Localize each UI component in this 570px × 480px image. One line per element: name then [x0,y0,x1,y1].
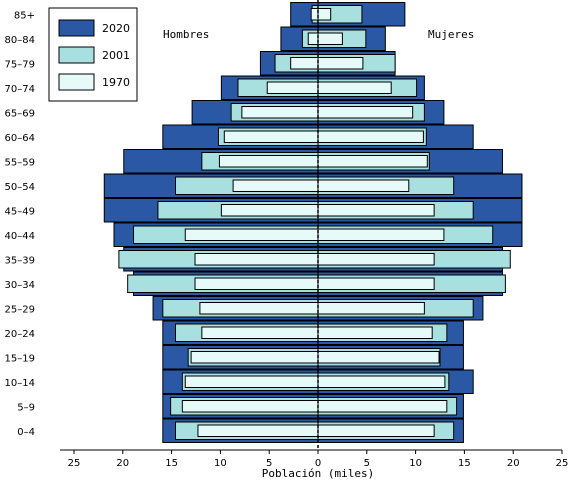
bar-1970-women-40-44 [317,228,445,241]
bar-1970-men-5-9 [181,400,319,413]
legend-swatch-2020 [58,19,95,37]
legend-label-2020: 2020 [102,22,130,35]
y-tick-70-74: 70–74 [5,84,35,95]
x-tick-label: 10 [409,458,422,469]
y-tick-25-29: 25–29 [5,304,35,315]
x-tick-label: 0 [315,458,321,469]
bar-1970-women-25-29 [317,302,425,315]
y-tick-50-54: 50–54 [5,182,35,193]
bar-1970-men-65-69 [241,106,319,119]
bar-1970-women-30-34 [317,277,435,290]
y-tick-55-59: 55–59 [5,157,35,168]
x-tick-label: 20 [116,458,129,469]
x-tick-label: 25 [556,458,569,469]
bar-1970-women-70-74 [317,81,392,94]
bar-1970-men-75-79 [290,57,319,70]
bar-1970-women-55-59 [317,155,428,168]
bar-1970-men-45-49 [220,204,319,217]
x-tick-label: 15 [458,458,471,469]
y-tick-5-9: 5–9 [17,402,35,413]
y-tick-60-64: 60–64 [5,133,35,144]
bar-1970-women-65-69 [317,106,414,119]
bar-1970-men-30-34 [194,277,319,290]
x-tick-label: 5 [364,458,370,469]
legend-swatch-1970 [58,73,95,91]
y-tick-15-19: 15–19 [5,353,35,364]
y-tick-10-14: 10–14 [5,378,35,389]
y-tick-80-84: 80–84 [5,35,35,46]
bar-1970-men-60-64 [223,130,319,143]
bar-1970-men-80-84 [307,32,319,45]
y-tick-40-44: 40–44 [5,231,35,242]
bar-1970-women-5-9 [317,400,448,413]
bar-1970-men-15-19 [190,351,319,364]
y-tick-20-24: 20–24 [5,329,35,340]
legend: 2020 2001 1970 [48,7,138,102]
legend-label-2001: 2001 [102,49,130,62]
y-tick-labels: 85+ 80–84 75–79 70–74 65–69 60–64 55–59 50–54 45… [5,10,35,438]
y-tick-30-34: 30–34 [5,280,35,291]
bar-1970-men-10-14 [184,375,319,388]
bar-1970-women-0-4 [317,424,435,437]
bar-1970-men-40-44 [184,228,319,241]
x-tick-label: 15 [165,458,178,469]
bar-1970-women-80-84 [317,32,343,45]
bar-1970-women-75-79 [317,57,364,70]
x-tick-label: 20 [507,458,520,469]
y-tick-35-39: 35–39 [5,255,35,266]
x-tick-label: 25 [68,458,81,469]
bar-1970-men-25-29 [199,302,319,315]
left-side-label: Hombres [163,28,209,41]
y-tick-75-79: 75–79 [5,59,35,70]
bar-1970-women-15-19 [317,351,440,364]
bar-1970-men-70-74 [266,81,319,94]
bar-1970-men-20-24 [201,326,319,339]
y-tick-65-69: 65–69 [5,108,35,119]
y-tick-85+: 85+ [14,10,35,21]
bars-layer [103,2,523,443]
bar-1970-women-50-54 [317,179,410,192]
bar-1970-women-60-64 [317,130,424,143]
bar-1970-women-10-14 [317,375,446,388]
y-tick-45-49: 45–49 [5,206,35,217]
bar-1970-men-85+ [310,8,319,21]
bar-1970-women-35-39 [317,253,435,266]
x-tick-labels: 25 20 15 10 5 0 5 10 15 20 25 [68,450,569,469]
bar-1970-women-20-24 [317,326,433,339]
x-tick-label: 5 [266,458,272,469]
bar-1970-men-35-39 [194,253,319,266]
bar-1970-men-55-59 [218,155,319,168]
x-tick-label: 10 [214,458,227,469]
y-tick-0-4: 0–4 [17,427,35,438]
bar-1970-women-45-49 [317,204,435,217]
legend-label-1970: 1970 [102,76,130,89]
x-axis-label: Población (miles) [262,467,375,480]
bar-1970-women-85+ [317,8,332,21]
bar-1970-men-0-4 [197,424,319,437]
legend-swatch-2001 [58,46,95,64]
right-side-label: Mujeres [428,28,474,41]
bar-1970-men-50-54 [232,179,319,192]
